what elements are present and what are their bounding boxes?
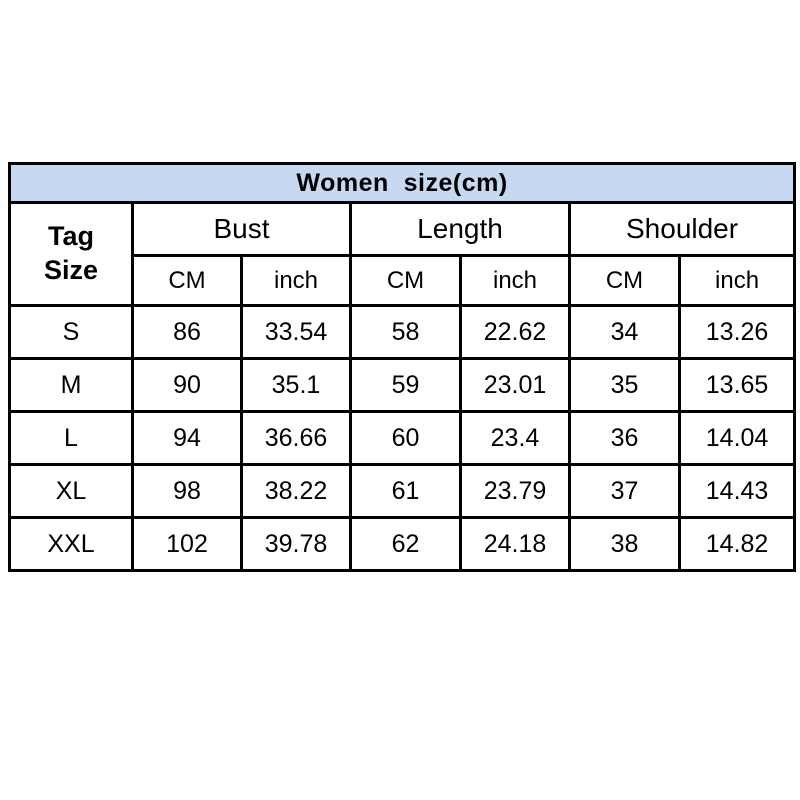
value-cell: 102 bbox=[131, 516, 243, 572]
value-cell: 13.26 bbox=[677, 304, 797, 360]
value-cell: 98 bbox=[131, 463, 243, 519]
value-cell: 37 bbox=[568, 463, 681, 519]
size-chart: Women size(cm) Tag Size Bust Length Shou… bbox=[7, 162, 797, 572]
unit-header-row: CM inch CM inch CM inch bbox=[10, 254, 797, 307]
value-cell: 14.04 bbox=[677, 410, 797, 466]
value-cell: 59 bbox=[349, 357, 462, 413]
unit-header-length-inch: inch bbox=[459, 254, 571, 307]
value-cell: 35.1 bbox=[240, 357, 352, 413]
unit-header-length-cm: CM bbox=[349, 254, 462, 307]
corner-line-size: Size bbox=[43, 255, 99, 285]
value-cell: 38.22 bbox=[240, 463, 352, 519]
table-row-s: S 86 33.54 58 22.62 34 13.26 bbox=[8, 304, 797, 360]
corner-line-tag: Tag bbox=[48, 221, 94, 252]
group-header-shoulder: Shoulder bbox=[567, 201, 797, 257]
size-label-cell: S bbox=[8, 304, 134, 360]
group-header-bust: Bust bbox=[131, 201, 352, 257]
title-row: Women size(cm) bbox=[7, 162, 797, 204]
size-label-cell: L bbox=[8, 410, 134, 466]
value-cell: 38 bbox=[568, 516, 681, 572]
table-row-xl: XL 98 38.22 61 23.79 37 14.43 bbox=[8, 463, 797, 519]
group-header-row: Tag Size Bust Length Shoulder bbox=[8, 201, 797, 307]
value-cell: 36.66 bbox=[240, 410, 352, 466]
size-label-cell: XXL bbox=[8, 516, 134, 572]
value-cell: 13.65 bbox=[677, 357, 797, 413]
table-row-m: M 90 35.1 59 23.01 35 13.65 bbox=[8, 357, 797, 413]
unit-header-bust-inch: inch bbox=[240, 254, 352, 307]
value-cell: 90 bbox=[131, 357, 243, 413]
value-cell: 36 bbox=[568, 410, 681, 466]
corner-cell-tag-size: Tag Size bbox=[8, 201, 134, 307]
value-cell: 23.4 bbox=[459, 410, 571, 466]
table-row-l: L 94 36.66 60 23.4 36 14.04 bbox=[8, 410, 797, 466]
value-cell: 14.43 bbox=[677, 463, 797, 519]
value-cell: 24.18 bbox=[459, 516, 571, 572]
unit-header-bust-cm: CM bbox=[131, 254, 243, 307]
table-title: Women size(cm) bbox=[7, 162, 797, 204]
value-cell: 94 bbox=[131, 410, 243, 466]
size-label-cell: XL bbox=[8, 463, 134, 519]
group-header-length: Length bbox=[349, 201, 571, 257]
value-cell: 39.78 bbox=[240, 516, 352, 572]
value-cell: 22.62 bbox=[459, 304, 571, 360]
size-chart-table: Women size(cm) Tag Size Bust Length Shou… bbox=[7, 162, 797, 572]
value-cell: 14.82 bbox=[677, 516, 797, 572]
value-cell: 34 bbox=[568, 304, 681, 360]
value-cell: 60 bbox=[349, 410, 462, 466]
value-cell: 86 bbox=[131, 304, 243, 360]
unit-header-shoulder-cm: CM bbox=[568, 254, 681, 307]
value-cell: 58 bbox=[349, 304, 462, 360]
value-cell: 33.54 bbox=[240, 304, 352, 360]
value-cell: 35 bbox=[568, 357, 681, 413]
size-label-cell: M bbox=[8, 357, 134, 413]
value-cell: 61 bbox=[349, 463, 462, 519]
value-cell: 62 bbox=[349, 516, 462, 572]
value-cell: 23.01 bbox=[459, 357, 571, 413]
unit-header-shoulder-inch: inch bbox=[677, 254, 797, 307]
table-row-xxl: XXL 102 39.78 62 24.18 38 14.82 bbox=[8, 516, 797, 572]
value-cell: 23.79 bbox=[459, 463, 571, 519]
